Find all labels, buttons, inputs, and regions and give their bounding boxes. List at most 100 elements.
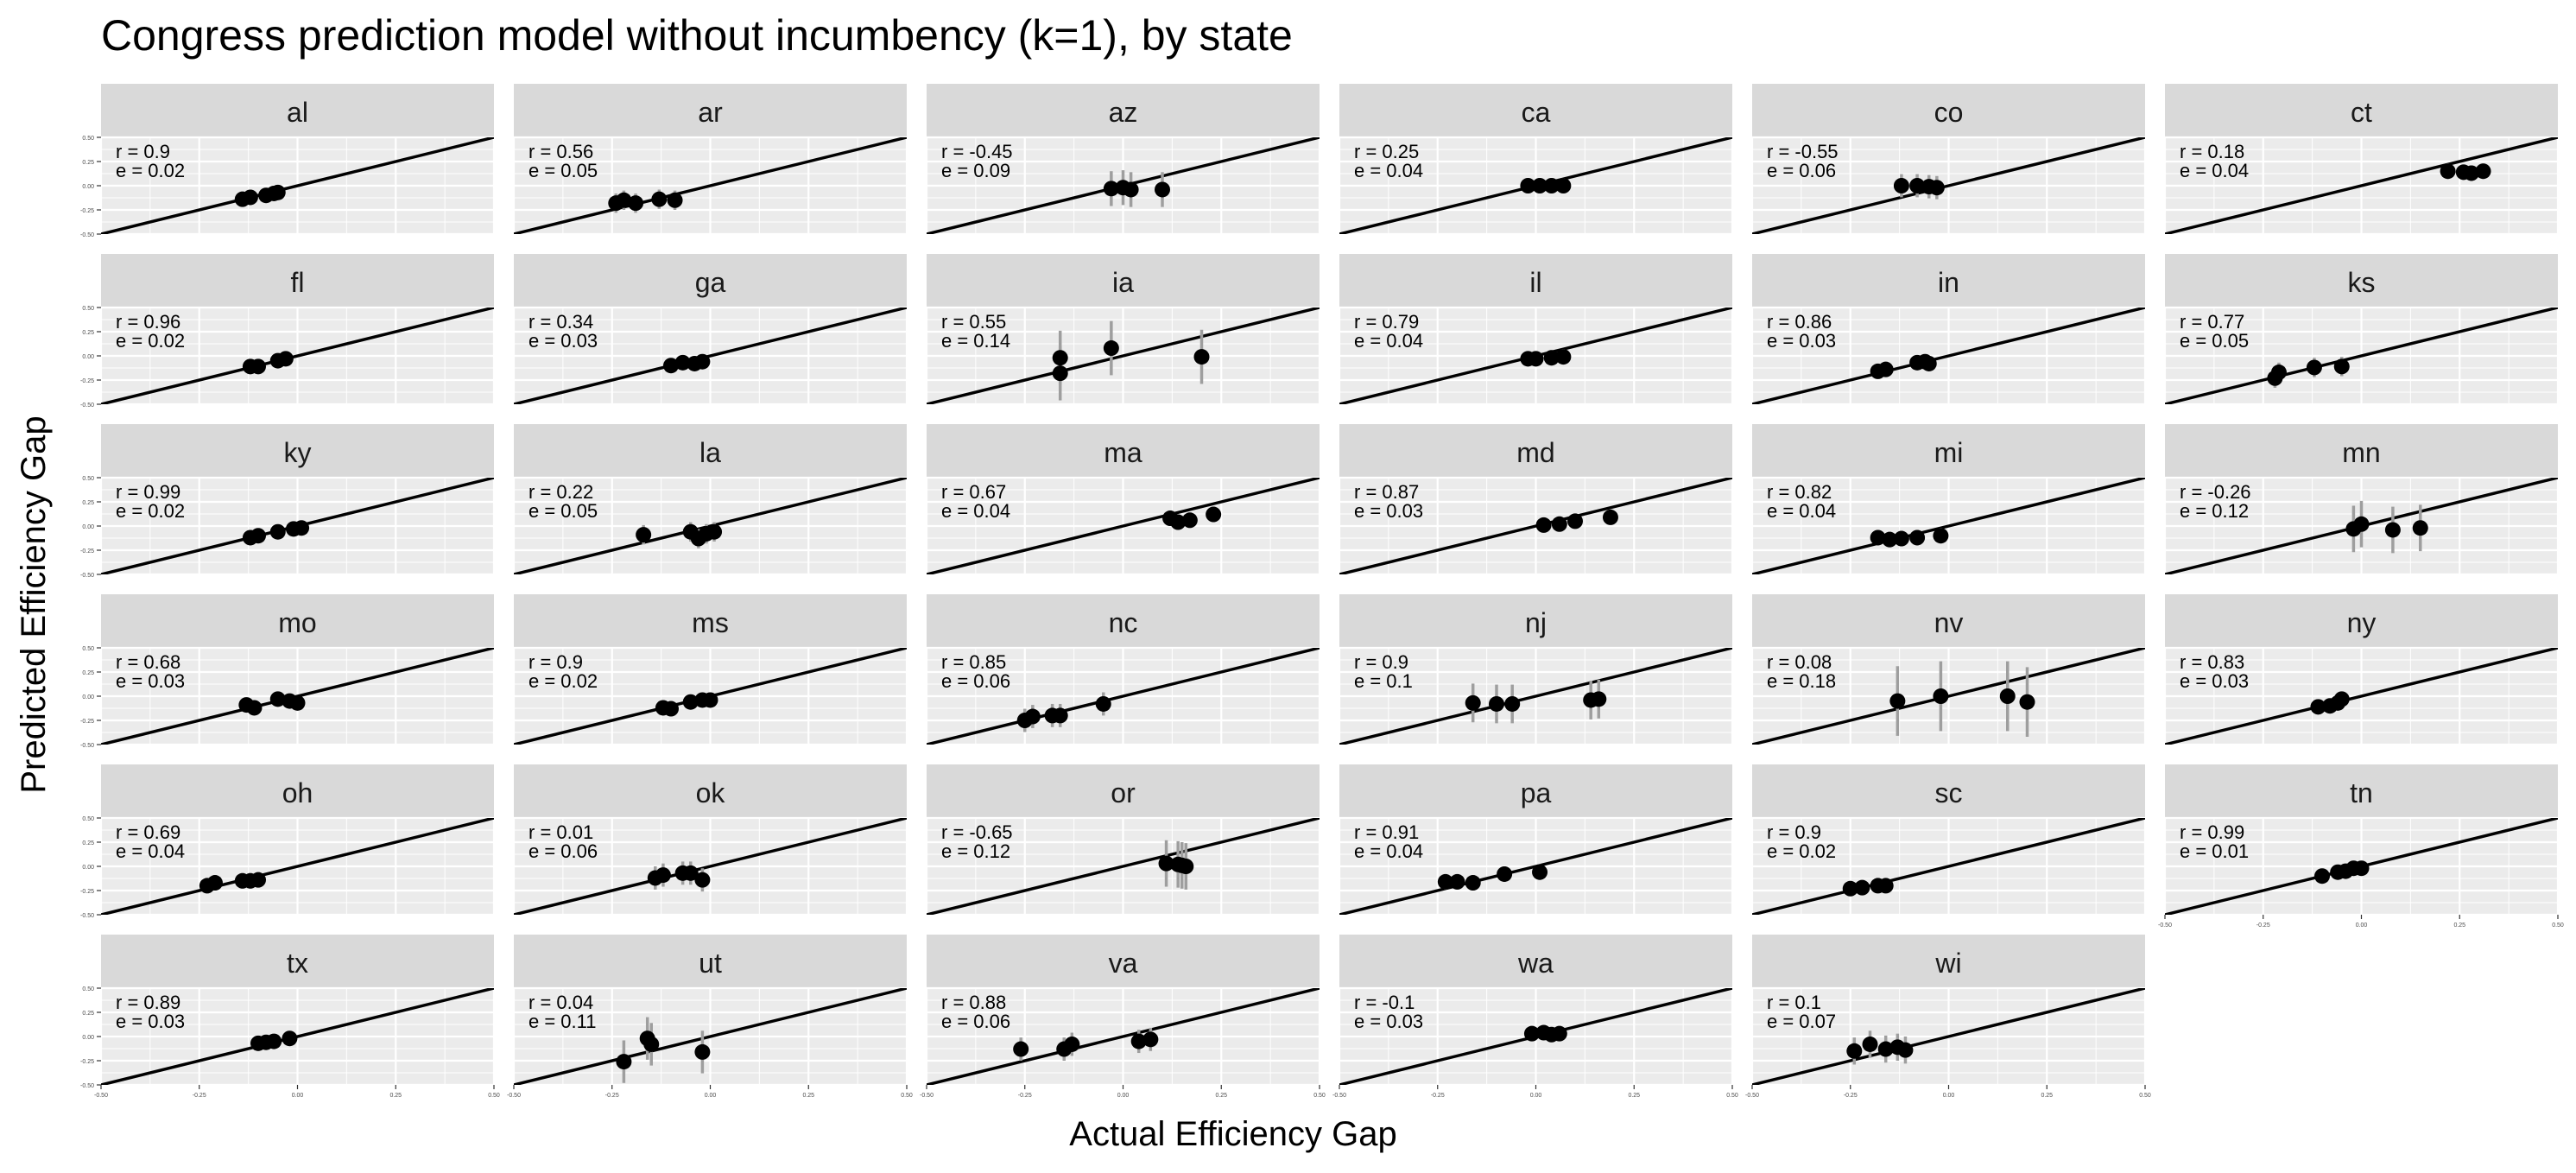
r-annotation: r = 0.25 — [1354, 141, 1419, 162]
r-annotation: r = 0.9 — [528, 651, 583, 673]
y-tick-label: 0.25 — [82, 1011, 94, 1017]
strip-label: mo — [278, 607, 316, 638]
panel-ct: ct r = 0.18e = 0.04 — [2163, 84, 2560, 236]
e-annotation: e = 0.04 — [2180, 160, 2249, 181]
x-tick-label: 0.00 — [1943, 1093, 1955, 1099]
data-point — [682, 694, 699, 710]
r-annotation: r = 0.9 — [1354, 651, 1408, 673]
r-annotation: r = 0.79 — [1354, 311, 1419, 333]
data-point — [1551, 1025, 1567, 1042]
reference-line — [514, 308, 907, 404]
data-point — [1893, 178, 1909, 193]
strip-label: al — [287, 97, 308, 128]
strip-label: az — [1109, 97, 1138, 128]
data-point — [2353, 516, 2370, 532]
strip-bg — [2165, 254, 2558, 308]
data-point — [2412, 520, 2428, 536]
data-point — [2333, 691, 2350, 707]
strip-bg — [1339, 935, 1732, 988]
reference-line — [1752, 988, 2145, 1085]
e-annotation: e = 0.12 — [941, 840, 1010, 862]
y-axis-label: Predicted Efficiency Gap — [15, 415, 53, 793]
strip-bg — [1339, 84, 1732, 137]
data-point — [2314, 868, 2330, 885]
strip-label: sc — [1935, 777, 1963, 808]
e-annotation: e = 0.05 — [528, 500, 598, 522]
panel-or: or r = -0.65e = 0.12 — [925, 764, 1321, 916]
r-annotation: r = 0.99 — [116, 481, 180, 503]
data-point — [1921, 355, 1937, 371]
x-tick-label: -0.50 — [2158, 923, 2172, 929]
data-point — [1520, 178, 1536, 193]
e-annotation: e = 0.02 — [116, 500, 185, 522]
data-point — [289, 694, 306, 711]
strip-label: or — [1111, 777, 1136, 808]
e-annotation: e = 0.14 — [941, 330, 1010, 352]
r-annotation: r = 0.08 — [1767, 651, 1832, 673]
data-point — [1928, 180, 1945, 196]
x-tick-label: -0.25 — [605, 1093, 619, 1099]
y-tick-label: 0.25 — [82, 330, 94, 336]
data-point — [1449, 873, 1465, 890]
x-tick-label: -0.25 — [1431, 1093, 1445, 1099]
data-point — [674, 354, 691, 371]
x-tick-label: 0.25 — [389, 1093, 402, 1099]
reference-line — [2165, 648, 2558, 745]
r-annotation: r = 0.18 — [2180, 141, 2244, 162]
r-annotation: r = 0.99 — [2180, 821, 2244, 843]
y-tick-label: -0.50 — [80, 743, 94, 749]
data-point — [242, 189, 258, 206]
x-tick-label: -0.50 — [920, 1093, 934, 1099]
reference-line — [1752, 308, 2145, 404]
reference-line — [927, 818, 1320, 915]
data-point — [1130, 1033, 1147, 1049]
data-point — [1024, 708, 1041, 725]
strip-label: va — [1109, 948, 1138, 979]
panel-tn: tn r = 0.99e = 0.01 -0.50 -0.25 0.00 0.25 0.50 — [2158, 764, 2564, 929]
strip-label: mi — [1934, 437, 1964, 468]
y-tick-label: -0.50 — [80, 232, 94, 238]
strip-label: co — [1934, 97, 1964, 128]
r-annotation: r = -0.26 — [2180, 481, 2251, 503]
e-annotation: e = 0.01 — [2180, 840, 2249, 862]
strip-bg — [101, 254, 494, 308]
strip-label: tn — [2350, 777, 2373, 808]
r-annotation: r = 0.83 — [2180, 651, 2244, 673]
strip-label: ks — [2348, 267, 2376, 298]
r-annotation: r = 0.87 — [1354, 481, 1419, 503]
data-point — [1497, 865, 1513, 882]
strip-label: il — [1529, 267, 1541, 298]
y-tick-label: -0.50 — [80, 403, 94, 409]
data-point — [1846, 1043, 1863, 1059]
reference-line — [101, 818, 494, 915]
e-annotation: e = 0.03 — [1354, 500, 1423, 522]
data-point — [1064, 1036, 1080, 1052]
data-point — [2384, 522, 2401, 538]
data-point — [1103, 340, 1119, 357]
e-annotation: e = 0.04 — [116, 840, 185, 862]
r-annotation: r = 0.04 — [528, 992, 593, 1013]
x-tick-label: -0.50 — [1745, 1093, 1759, 1099]
e-annotation: e = 0.07 — [1767, 1011, 1836, 1032]
data-point — [1465, 875, 1481, 891]
reference-line — [927, 478, 1320, 574]
e-annotation: e = 0.02 — [528, 670, 598, 692]
reference-line — [1339, 648, 1732, 745]
strip-bg — [2165, 84, 2558, 137]
x-tick-label: 0.25 — [2453, 923, 2465, 929]
e-annotation: e = 0.18 — [1767, 670, 1836, 692]
reference-line — [2165, 137, 2558, 234]
y-tick-label: -0.25 — [80, 1059, 94, 1065]
panel-ma: ma r = 0.67e = 0.04 — [925, 424, 1321, 576]
e-annotation: e = 0.1 — [1354, 670, 1413, 692]
panel-pa: pa r = 0.91e = 0.04 — [1338, 764, 1734, 916]
strip-label: oh — [282, 777, 313, 808]
reference-line — [101, 988, 494, 1085]
strip-label: fl — [291, 267, 305, 298]
data-point — [266, 1033, 282, 1049]
y-tick-label: 0.50 — [82, 476, 94, 482]
e-annotation: e = 0.04 — [1354, 160, 1423, 181]
data-point — [682, 865, 699, 881]
panel-wi: wi r = 0.1e = 0.07 -0.50 -0.25 0.00 0.25 0.50 — [1745, 935, 2151, 1099]
